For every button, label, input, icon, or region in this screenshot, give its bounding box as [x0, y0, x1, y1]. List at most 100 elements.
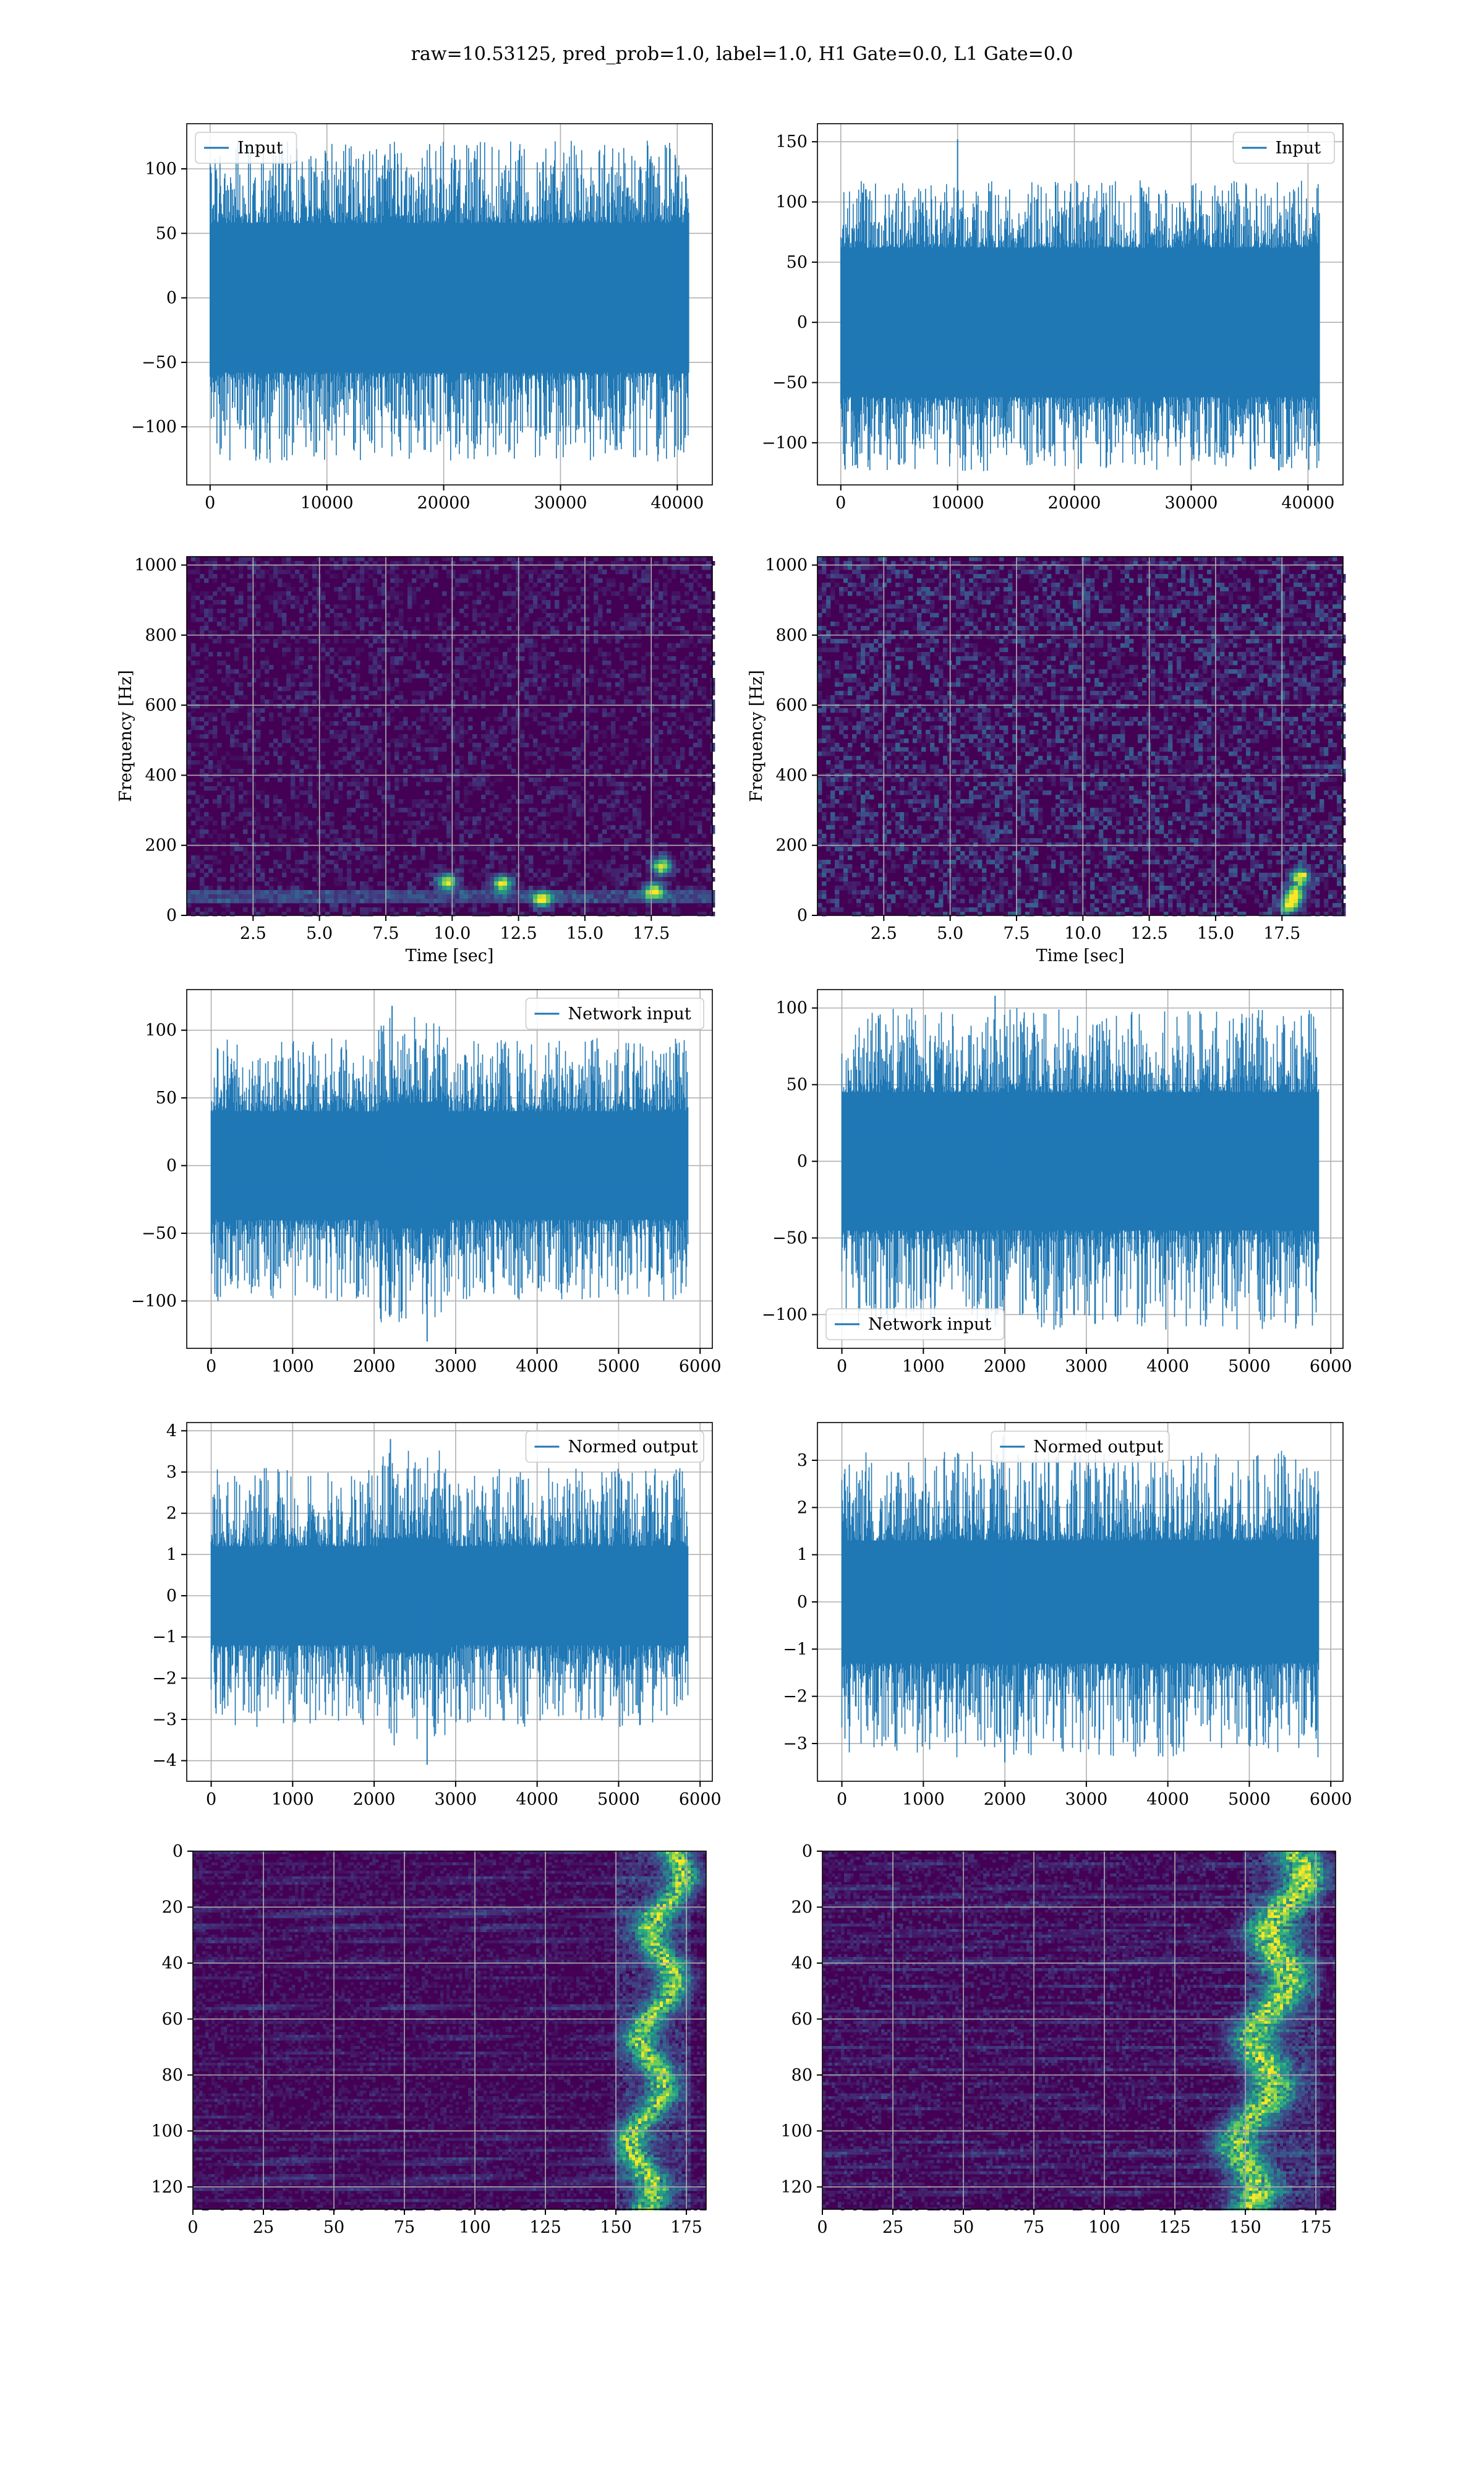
row3-right-xtick-label: 6000: [1310, 1357, 1352, 1376]
row5-right-xtick-label: 100: [1088, 2218, 1120, 2237]
row3-left-xtick-label: 0: [206, 1357, 216, 1376]
row3-right-xtick-label: 0: [837, 1357, 847, 1376]
row2-left-ytick-label: 600: [145, 696, 177, 715]
row4-right-ytick-label: 1: [797, 1546, 808, 1565]
row5-left-ytick-label: 40: [162, 1954, 183, 1973]
row2-left-xtick-label: 7.5: [372, 924, 399, 943]
row5-right-ytick-label: 80: [791, 2066, 812, 2085]
row4-left-ytick-label: −3: [152, 1710, 177, 1729]
row5-right-ytick-label: 40: [791, 1954, 812, 1973]
row3-right-ytick-label: −50: [772, 1229, 808, 1248]
row2-left-ytick-label: 800: [145, 626, 177, 645]
row2-right-xtick-label: 7.5: [1003, 924, 1030, 943]
row4-left-ytick-label: 4: [166, 1421, 177, 1440]
row1-left-ytick-label: −100: [131, 417, 177, 437]
row3-right-xtick-label: 2000: [984, 1357, 1026, 1376]
row2-right-ytick-label: 1000: [765, 556, 808, 575]
row4-right-ytick-label: −2: [783, 1687, 808, 1706]
row5-right-xtick-label: 75: [1023, 2218, 1044, 2237]
row3-left-xtick-label: 1000: [271, 1357, 314, 1376]
row1-left-xtick-label: 20000: [417, 494, 471, 513]
row2-right-xtick-label: 10.0: [1064, 924, 1101, 943]
row1-right-xtick-label: 10000: [931, 494, 984, 513]
row5-left-ytick-label: 100: [151, 2121, 183, 2141]
row4-left-xtick-label: 6000: [679, 1790, 722, 1809]
row1-left-signal-core: [210, 241, 689, 354]
row3-left-signal-core: [211, 1133, 688, 1197]
row3-right-legend: Network input: [826, 1309, 1004, 1340]
row3-left-ytick-label: −50: [142, 1224, 177, 1243]
row2-left-axes: 2.5 5.0 7.5 10.0 12.5 15.0 17.5020040060080010…: [116, 556, 715, 965]
row1-right-legend-label: Input: [1276, 139, 1321, 158]
row1-left-ytick-label: 0: [166, 289, 177, 308]
row5-right-xtick-label: 25: [882, 2218, 903, 2237]
row4-left-xtick-label: 2000: [353, 1790, 396, 1809]
row2-left-xtick-label: 12.5: [500, 924, 537, 943]
row1-right-ytick-label: 50: [787, 253, 808, 272]
row1-left-ytick-label: 50: [156, 224, 177, 243]
row2-right-xtick-label: 17.5: [1263, 924, 1300, 943]
row3-left-xtick-label: 6000: [679, 1357, 722, 1376]
row2-right-ytick-label: 0: [797, 906, 808, 925]
row2-right-xlabel: Time [sec]: [1036, 946, 1125, 965]
row4-right-ytick-label: 2: [797, 1498, 808, 1517]
row1-left-xtick-label: 0: [205, 494, 215, 513]
row4-left-ytick-label: 3: [166, 1463, 177, 1482]
row3-right-legend-label: Network input: [868, 1315, 991, 1334]
row4-left-ytick-label: −2: [152, 1669, 177, 1688]
row5-right-xtick-label: 0: [817, 2218, 827, 2237]
row1-right-xtick-label: 0: [835, 494, 846, 513]
row4-left-ytick-label: −4: [152, 1752, 177, 1771]
row3-right-axes: 0 1000 2000 3000 4000 5000 6000100500−50−100Ne…: [762, 990, 1352, 1376]
row2-right-ylabel: Frequency [Hz]: [747, 670, 766, 802]
row3-left-ytick-label: 100: [145, 1021, 177, 1040]
row3-left-legend-label: Network input: [568, 1004, 691, 1024]
row1-right-signal-core: [841, 267, 1320, 378]
row5-right-ytick-label: 20: [791, 1898, 812, 1917]
row4-left-xtick-label: 5000: [597, 1790, 640, 1809]
row1-right-ytick-label: −100: [762, 434, 808, 453]
row1-left-legend-label: Input: [237, 139, 283, 158]
row2-left-xlabel: Time [sec]: [406, 946, 494, 965]
row5-left-xtick-label: 100: [459, 2218, 491, 2237]
row3-right-xtick-label: 5000: [1228, 1357, 1271, 1376]
row3-left-legend: Network input: [526, 998, 704, 1029]
row4-right-legend-label: Normed output: [1033, 1437, 1163, 1457]
row5-right-xtick-label: 175: [1300, 2218, 1332, 2237]
row5-right-xtick-label: 50: [953, 2218, 974, 2237]
row4-right-xtick-label: 1000: [902, 1790, 945, 1809]
row4-left-legend-label: Normed output: [568, 1437, 698, 1457]
row5-right-ytick-label: 120: [780, 2178, 812, 2197]
row4-right-xtick-label: 6000: [1310, 1790, 1352, 1809]
row4-left-axes: 0 1000 2000 3000 4000 5000 600043210−1−2−3−4No…: [152, 1421, 721, 1809]
row5-left-xtick-label: 150: [600, 2218, 632, 2237]
row4-right-xtick-label: 2000: [984, 1790, 1026, 1809]
row3-left-xtick-label: 2000: [353, 1357, 396, 1376]
row1-right-ytick-label: 150: [775, 132, 808, 152]
row5-left-xtick-label: 25: [253, 2218, 274, 2237]
row3-left-xtick-label: 4000: [516, 1357, 558, 1376]
row3-right-ytick-label: 100: [775, 999, 808, 1018]
row2-right-ytick-label: 200: [775, 836, 808, 855]
row2-left-xtick-label: 2.5: [240, 924, 267, 943]
row1-left-xtick-label: 40000: [650, 494, 704, 513]
row3-right-xtick-label: 1000: [902, 1357, 945, 1376]
row4-right-ytick-label: −3: [783, 1734, 808, 1753]
row2-left-ytick-label: 1000: [134, 556, 177, 575]
row4-right-ytick-label: −1: [783, 1640, 808, 1659]
row1-left-xtick-label: 10000: [301, 494, 354, 513]
figure-canvas: 0 10000 20000 30000 40000100500−50−100Input0…: [0, 0, 1484, 2474]
row4-left-ytick-label: 1: [166, 1545, 177, 1564]
row2-right-xtick-label: 5.0: [937, 924, 963, 943]
row5-left-ytick-label: 20: [162, 1898, 183, 1917]
row1-right-ytick-label: 0: [797, 313, 808, 332]
row4-right-axes: 0 1000 2000 3000 4000 5000 60003210−1−2−3Norme…: [783, 1423, 1352, 1809]
row4-right-xtick-label: 3000: [1065, 1790, 1108, 1809]
row1-right-ytick-label: 100: [775, 193, 808, 212]
row4-right-xtick-label: 5000: [1228, 1790, 1271, 1809]
row2-left-ytick-label: 0: [166, 906, 177, 925]
row4-left-signal-core: [211, 1564, 688, 1627]
